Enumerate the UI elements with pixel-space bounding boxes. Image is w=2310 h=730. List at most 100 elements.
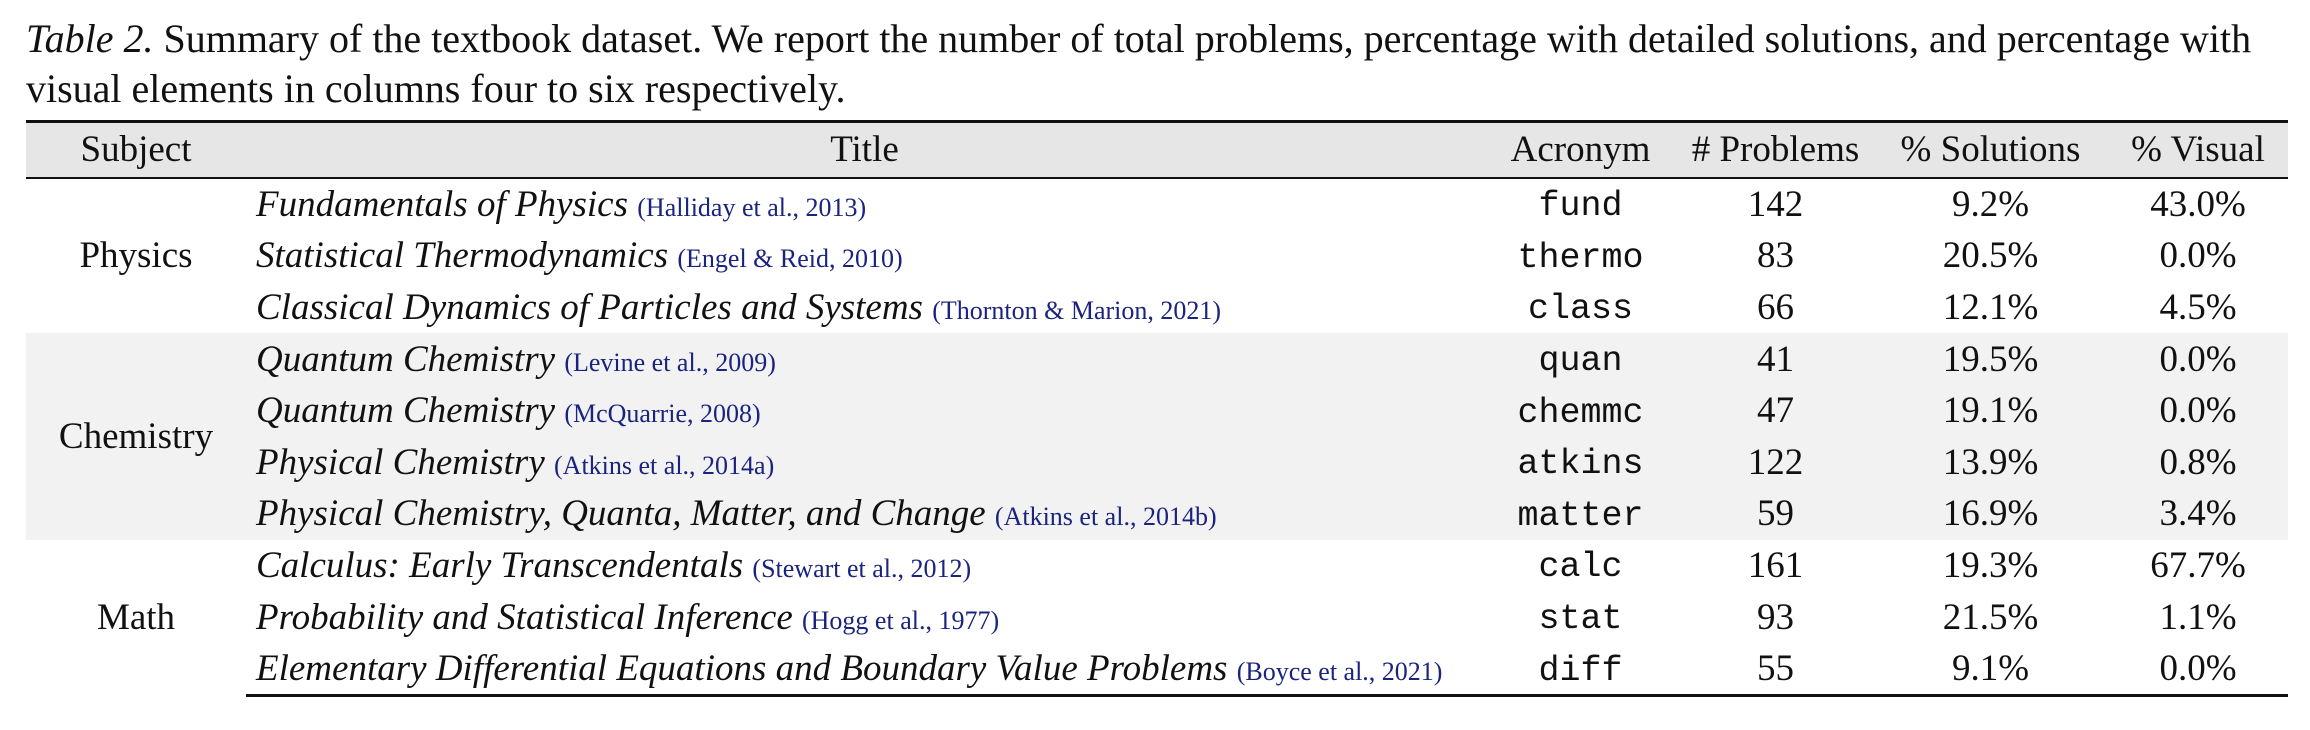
book-title: Quantum Chemistry [256,338,556,380]
table-row: Math Calculus: Early Transcendentals (Ste… [26,540,2288,638]
subject-cell: Physics [79,235,193,277]
visual-cell: 0.8% [2108,436,2288,489]
table-header-row: Subject Title Acronym # Problems % Solut… [26,120,2288,179]
solutions-cell: 16.9% [1873,488,2108,540]
citation-link[interactable]: (Atkins et al., 2014b) [994,502,1217,532]
title-cell: Fundamentals of Physics (Halliday et al.… [246,178,1483,231]
book-title: Fundamentals of Physics [256,183,629,225]
acronym-code: calc [1538,547,1623,588]
book-title: Physical Chemistry, Quanta, Matter, and … [256,493,986,535]
problems-cell: 142 [1747,183,1804,225]
header-solutions: % Solutions [1873,120,2108,179]
acronym-cell: chemmc [1483,384,1678,437]
book-title: Physical Chemistry [256,441,545,483]
acronym-cell: fund [1483,178,1678,231]
summary-table: Subject Title Acronym # Problems % Solut… [26,120,2288,698]
book-title: Quantum Chemistry [256,390,556,432]
citation-link[interactable]: (Thornton & Marion, 2021) [932,295,1222,325]
acronym-cell: matter [1483,488,1678,540]
title-cell: Physical Chemistry (Atkins et al., 2014a… [246,436,1483,489]
title-cell: Physical Chemistry, Quanta, Matter, and … [246,488,1483,540]
visual-cell: 0.0% [2159,235,2237,277]
solutions-cell: 13.9% [1873,436,2108,489]
table-body: Physics Fundamentals of Physics (Halliday… [26,178,2288,698]
table-row: Probability and Statistical Inference (H… [26,591,2288,643]
visual-cell: 1.1% [2159,596,2237,638]
solutions-cell: 19.3% [1942,544,2039,586]
title-cell: Calculus: Early Transcendentals (Stewart… [246,540,1483,592]
solutions-cell: 19.1% [1873,384,2108,437]
citation-link[interactable]: (Stewart et al., 2012) [752,553,972,583]
acronym-code: chemmc [1517,392,1644,433]
caption-label: Table 2. [26,16,154,61]
citation-link[interactable]: (Engel & Reid, 2010) [677,244,903,274]
visual-cell: 0.0% [2108,333,2288,385]
solutions-cell: 19.5% [1873,333,2108,385]
acronym-cell: thermo [1483,230,1678,282]
acronym-code: quan [1538,341,1623,382]
solutions-cell: 9.1% [1873,642,2108,698]
citation-link[interactable]: (Atkins et al., 2014a) [554,450,775,480]
citation-link[interactable]: (Levine et al., 2009) [564,347,776,377]
book-title: Elementary Differential Equations and Bo… [256,648,1228,690]
title-cell: Statistical Thermodynamics (Engel & Reid… [246,230,1483,282]
table-row: Quantum Chemistry (McQuarrie, 2008) chemm… [26,384,2288,437]
header-title: Title [246,120,1483,179]
problems-cell: 66 [1757,286,1794,328]
table-row: Chemistry Quantum Chemistry (Levine et al… [26,333,2288,540]
acronym-code: matter [1517,495,1644,536]
title-cell: Classical Dynamics of Particles and Syst… [246,282,1483,334]
solutions-cell: 21.5% [1942,596,2039,638]
citation-link[interactable]: (Halliday et al., 2013) [637,192,867,222]
header-visual: % Visual [2108,120,2288,179]
acronym-code: class [1527,289,1634,330]
table-row: Physical Chemistry (Atkins et al., 2014a… [26,436,2288,489]
book-title: Classical Dynamics of Particles and Syst… [256,286,923,328]
problems-cell: 55 [1678,642,1873,698]
header-problems: # Problems [1678,120,1873,179]
acronym-cell: quan [1483,333,1678,385]
title-cell: Probability and Statistical Inference (H… [246,591,1483,643]
title-cell: Elementary Differential Equations and Bo… [246,642,1483,698]
table-row: Classical Dynamics of Particles and Syst… [26,282,2288,334]
visual-cell: 67.7% [2150,544,2246,586]
solutions-cell: 9.2% [1951,183,2030,225]
problems-cell: 83 [1757,235,1794,277]
citation-link[interactable]: (Boyce et al., 2021) [1236,657,1443,687]
book-title: Statistical Thermodynamics [256,235,669,277]
visual-cell: 3.4% [2108,488,2288,540]
header-subject: Subject [26,120,246,179]
subject-cell: Math [96,597,176,639]
problems-cell: 41 [1678,333,1873,385]
table-row: Physics Fundamentals of Physics (Halliday… [26,178,2288,277]
visual-cell: 0.0% [2108,384,2288,437]
table-row: Statistical Thermodynamics (Engel & Reid… [26,230,2288,282]
book-title: Calculus: Early Transcendentals [256,544,744,586]
visual-cell: 0.0% [2108,642,2288,698]
acronym-code: stat [1538,599,1623,640]
acronym-code: diff [1538,650,1623,691]
title-cell: Quantum Chemistry (Levine et al., 2009) [246,333,1483,385]
title-cell: Quantum Chemistry (McQuarrie, 2008) [246,384,1483,437]
acronym-code: atkins [1517,444,1644,485]
acronym-cell: class [1483,282,1678,334]
acronym-cell: diff [1483,642,1678,698]
table-row: Elementary Differential Equations and Bo… [26,642,2288,698]
visual-cell: 4.5% [2159,286,2237,328]
solutions-cell: 12.1% [1942,286,2039,328]
acronym-code: fund [1538,186,1623,227]
book-title: Probability and Statistical Inference [256,596,793,638]
caption-text: Summary of the textbook dataset. We repo… [26,16,2252,111]
problems-cell: 161 [1747,544,1804,586]
problems-cell: 59 [1678,488,1873,540]
header-acronym: Acronym [1483,120,1678,179]
citation-link[interactable]: (McQuarrie, 2008) [564,399,761,429]
acronym-code: thermo [1517,237,1644,278]
table-caption: Table 2. Summary of the textbook dataset… [26,14,2296,114]
problems-cell: 122 [1678,436,1873,489]
visual-cell: 43.0% [2150,183,2246,225]
citation-link[interactable]: (Hogg et al., 1977) [802,605,1000,635]
subject-cell: Chemistry [26,333,246,540]
acronym-cell: calc [1483,540,1678,592]
